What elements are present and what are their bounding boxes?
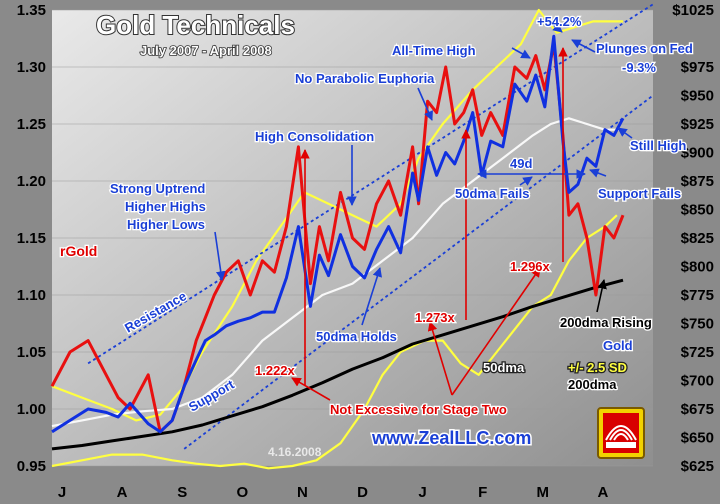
right-tick-label: $825 <box>681 230 714 247</box>
left-tick-label: 1.00 <box>17 401 46 418</box>
arrow-pct-up <box>549 21 563 33</box>
left-tick-label: 1.30 <box>17 59 46 76</box>
arrow-still-high <box>617 127 633 139</box>
series-200dma <box>51 278 624 451</box>
annotation-plunges: Plunges on Fed <box>596 41 693 56</box>
arrow-not-excessive-2 <box>427 321 453 396</box>
x-tick-label: M <box>537 484 550 501</box>
annotation-strong-uptrend: Strong Uptrend <box>110 181 205 196</box>
annotation-higher-highs: Higher Highs <box>125 199 206 214</box>
right-tick-label: $950 <box>681 88 714 105</box>
right-tick-label: $800 <box>681 259 714 276</box>
arrow-plunges <box>571 39 596 53</box>
x-tick-label: A <box>117 484 128 501</box>
right-tick-label: $775 <box>681 287 714 304</box>
x-tick-label: J <box>418 484 426 501</box>
annotation-ratio-1: 1.222x <box>255 363 296 378</box>
annotation-ratio-3: 1.296x <box>510 259 551 274</box>
chart-title: Gold Technicals <box>96 10 295 40</box>
right-axis-ticks: $625 $650 $675 $700 $725 $750 $775 $800 $825 $850… <box>672 2 714 475</box>
annotation-200dma-rising: 200dma Rising <box>560 315 652 330</box>
arrow-no-parabolic <box>417 87 433 121</box>
arrow-all-time-high <box>511 47 531 59</box>
annotation-49d: 49d <box>510 156 532 171</box>
left-tick-label: 1.15 <box>17 230 46 247</box>
right-tick-label: $750 <box>681 316 714 333</box>
right-tick-label: $975 <box>681 59 714 76</box>
legend-50dma: 50dma <box>483 360 525 375</box>
annotation-50dma-fails: 50dma Fails <box>455 186 529 201</box>
arrow-50dma-holds <box>361 267 382 326</box>
legend-sd: +/- 2.5 SD <box>568 360 627 375</box>
right-tick-label: $1025 <box>672 2 714 19</box>
x-tick-label: S <box>177 484 187 501</box>
series-support <box>183 94 654 450</box>
right-tick-label: $700 <box>681 373 714 390</box>
x-tick-label: D <box>357 484 368 501</box>
right-tick-label: $925 <box>681 116 714 133</box>
annotation-plunges-pct: -9.3% <box>622 60 656 75</box>
legend-200dma: 200dma <box>568 377 617 392</box>
x-tick-label: J <box>58 484 66 501</box>
annotation-ratio-2: 1.273x <box>415 310 456 325</box>
annotation-arrows <box>214 21 633 401</box>
left-tick-label: 1.25 <box>17 116 46 133</box>
left-tick-label: 1.20 <box>17 173 46 190</box>
left-tick-label: 0.95 <box>17 458 46 475</box>
series-lower-band <box>51 214 618 470</box>
x-tick-label: A <box>597 484 608 501</box>
annotation-no-parabolic: No Parabolic Euphoria <box>295 71 435 86</box>
arrow-support-fails <box>589 168 607 178</box>
right-tick-label: $850 <box>681 202 714 219</box>
website-url: www.ZealLLC.com <box>371 428 531 448</box>
arrow-not-excessive-1 <box>291 377 331 401</box>
right-tick-label: $725 <box>681 344 714 361</box>
right-tick-label: $900 <box>681 145 714 162</box>
arrow-200dma-rising <box>596 279 607 313</box>
chart-subtitle: July 2007 - April 2008 <box>140 43 272 58</box>
legend-gold: Gold <box>603 338 633 353</box>
annotation-high-consolidation: High Consolidation <box>255 129 374 144</box>
right-tick-label: $625 <box>681 458 714 475</box>
left-tick-label: 1.10 <box>17 287 46 304</box>
right-tick-label: $875 <box>681 173 714 190</box>
series-gold <box>51 34 625 434</box>
annotation-higher-lows: Higher Lows <box>127 217 205 232</box>
annotation-date: 4.16.2008 <box>268 445 322 459</box>
right-tick-label: $650 <box>681 430 714 447</box>
annotation-all-time-high: All-Time High <box>392 43 476 58</box>
right-tick-label: $675 <box>681 401 714 418</box>
annotation-support-fails: Support Fails <box>598 186 681 201</box>
x-tick-label: O <box>236 484 248 501</box>
x-tick-label: F <box>478 484 487 501</box>
legend-rgold: rGold <box>60 243 97 259</box>
arrow-not-excessive-3 <box>451 267 541 396</box>
annotation-still-high: Still High <box>630 138 686 153</box>
annotation-not-excessive: Not Excessive for Stage Two <box>330 402 507 417</box>
annotation-50dma-holds: 50dma Holds <box>316 329 397 344</box>
arrow-strong-uptrend <box>214 231 226 281</box>
left-axis-ticks: 0.95 1.00 1.05 1.10 1.15 1.20 1.25 1.30 1.35 <box>17 2 46 475</box>
left-tick-label: 1.05 <box>17 344 46 361</box>
zeal-logo-icon <box>597 407 645 459</box>
left-tick-label: 1.35 <box>17 2 46 19</box>
annotation-pct-up: +54.2% <box>537 14 582 29</box>
x-tick-label: N <box>297 484 308 501</box>
